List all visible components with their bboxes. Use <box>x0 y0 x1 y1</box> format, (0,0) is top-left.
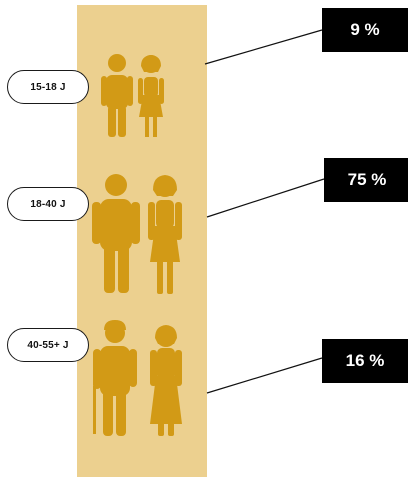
connector-line-teen <box>204 29 323 65</box>
teen-boy-icon <box>101 54 133 137</box>
age-label-senior: 40-55+ J <box>7 328 89 362</box>
percent-box-senior: 16 % <box>322 339 408 383</box>
percent-box-adult: 75 % <box>324 158 408 202</box>
percent-box-teen: 9 % <box>322 8 408 52</box>
senior-woman-icon <box>150 325 182 436</box>
connector-line-senior <box>206 357 323 394</box>
senior-man-icon <box>93 320 137 436</box>
age-label-teen: 15-18 J <box>7 70 89 104</box>
age-label-adult: 18-40 J <box>7 187 89 221</box>
connector-line-adult <box>206 178 325 218</box>
adult-woman-icon <box>148 175 182 294</box>
adult-man-icon <box>92 174 140 293</box>
teen-girl-icon <box>138 55 164 137</box>
